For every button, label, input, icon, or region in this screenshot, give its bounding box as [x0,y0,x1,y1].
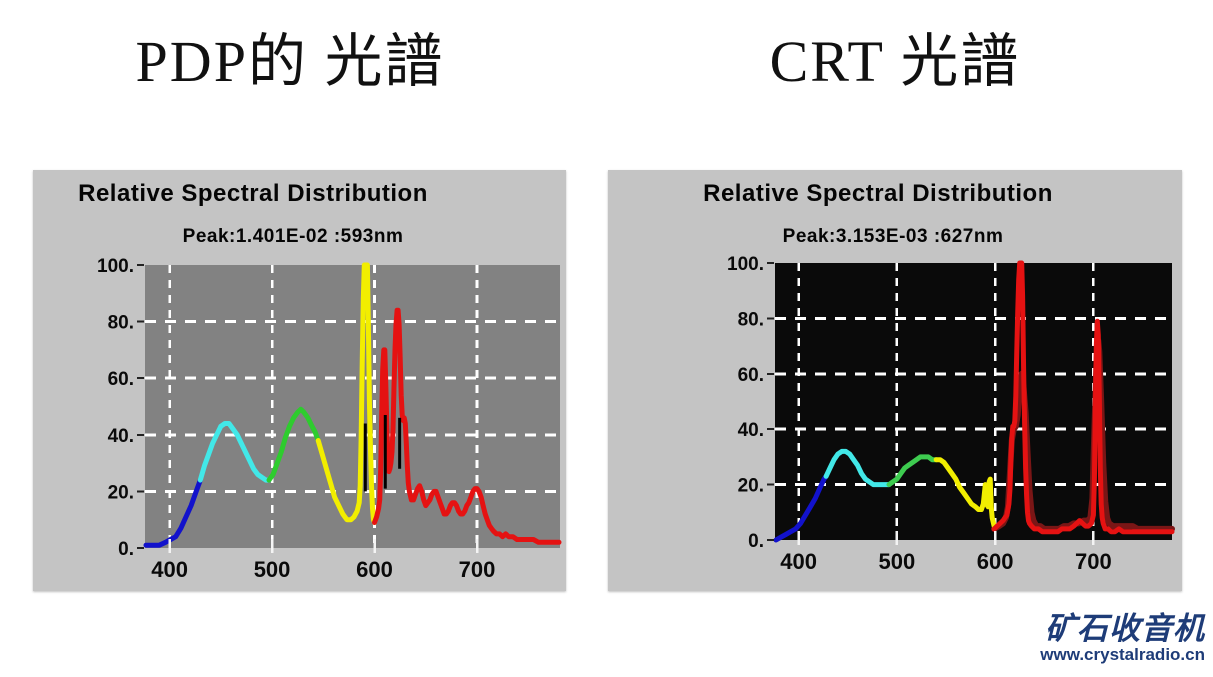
chart-title: Relative Spectral Distribution [78,180,428,207]
spectral-plot-pdp: 400 500 600 700 100. 80. 60. 40. 20. 0. [97,256,562,582]
chart-panel-pdp: Relative Spectral Distribution Peak:1.40… [33,170,566,591]
svg-text:500: 500 [878,549,915,574]
svg-text:0.: 0. [118,539,134,560]
chart-panel-crt: Relative Spectral Distribution Peak:3.15… [608,170,1182,591]
svg-text:400: 400 [151,557,188,582]
svg-text:40.: 40. [738,420,764,441]
peak-label: Peak:1.401E-02 :593nm [182,226,404,247]
svg-text:100.: 100. [727,254,764,275]
slide-title-crt: CRT 光譜 [769,29,1021,94]
watermark-url: www.crystalradio.cn [1040,645,1205,665]
svg-text:0.: 0. [748,531,764,552]
svg-text:80.: 80. [738,309,764,330]
svg-text:80.: 80. [108,313,134,334]
svg-text:500: 500 [254,557,291,582]
svg-text:700: 700 [459,557,496,582]
svg-text:60.: 60. [738,365,764,386]
svg-text:60.: 60. [108,369,134,390]
svg-text:20.: 20. [108,482,134,503]
svg-text:400: 400 [780,549,817,574]
svg-text:600: 600 [356,557,393,582]
svg-text:700: 700 [1075,549,1112,574]
svg-text:20.: 20. [738,476,764,497]
svg-text:40.: 40. [108,426,134,447]
svg-text:600: 600 [977,549,1014,574]
peak-label: Peak:3.153E-03 :627nm [782,226,1004,247]
watermark: 矿石收音机 www.crystalradio.cn [945,611,1205,665]
spectral-plot-crt: 400 500 600 700 100. 80. 60. 40. 20. 0. [727,254,1175,574]
slide-title-pdp: PDP的 光譜 [135,29,445,94]
chart-title: Relative Spectral Distribution [703,180,1053,207]
svg-text:100.: 100. [97,256,134,277]
watermark-brand: 矿石收音机 [1045,611,1205,646]
